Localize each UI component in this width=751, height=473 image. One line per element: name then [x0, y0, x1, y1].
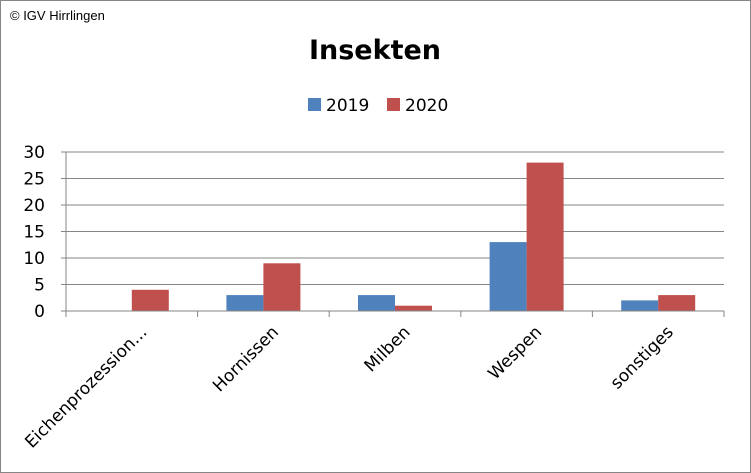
bar-2019-1: [226, 295, 264, 311]
copyright-label: © IGV Hirrlingen: [10, 8, 105, 23]
x-tick-label: sonstiges: [607, 322, 678, 393]
legend-swatch-2020: [387, 98, 400, 111]
y-tick-label: 30: [23, 143, 45, 163]
y-axis-ticks: 0 5 10 15 20 25 30: [23, 143, 66, 322]
x-tick-label: Milben: [361, 322, 415, 376]
chart-title: Insekten: [309, 35, 441, 66]
x-tick-label: Hornissen: [209, 322, 283, 396]
bar-2019-2: [358, 295, 395, 311]
y-tick-label: 10: [23, 249, 45, 269]
bar-2019-4: [621, 300, 659, 311]
x-tick-label: Wespen: [485, 322, 547, 384]
axes: [65, 152, 724, 312]
legend-label: 2019: [326, 96, 369, 116]
x-tick-label: Eichenprozession...: [21, 322, 151, 452]
bar-2020-1: [263, 263, 301, 311]
bar-2020-0: [131, 289, 169, 311]
y-tick-label: 25: [23, 170, 45, 190]
bar-2020-2: [395, 305, 432, 311]
bar-2019-3: [489, 242, 527, 311]
bar-2020-3: [526, 162, 564, 311]
y-tick-label: 15: [23, 223, 45, 243]
legend-swatch-2019: [308, 98, 321, 111]
y-tick-label: 0: [34, 302, 45, 322]
legend: 2019 2020: [308, 96, 448, 116]
bars: [131, 162, 696, 311]
x-axis-ticks: Eichenprozession... Hornissen Milben Wespen…: [21, 311, 725, 452]
y-tick-label: 5: [34, 276, 45, 296]
bar-2020-4: [658, 295, 696, 311]
legend-label: 2020: [405, 96, 448, 116]
gridlines: [66, 151, 724, 285]
y-tick-label: 20: [23, 196, 45, 216]
